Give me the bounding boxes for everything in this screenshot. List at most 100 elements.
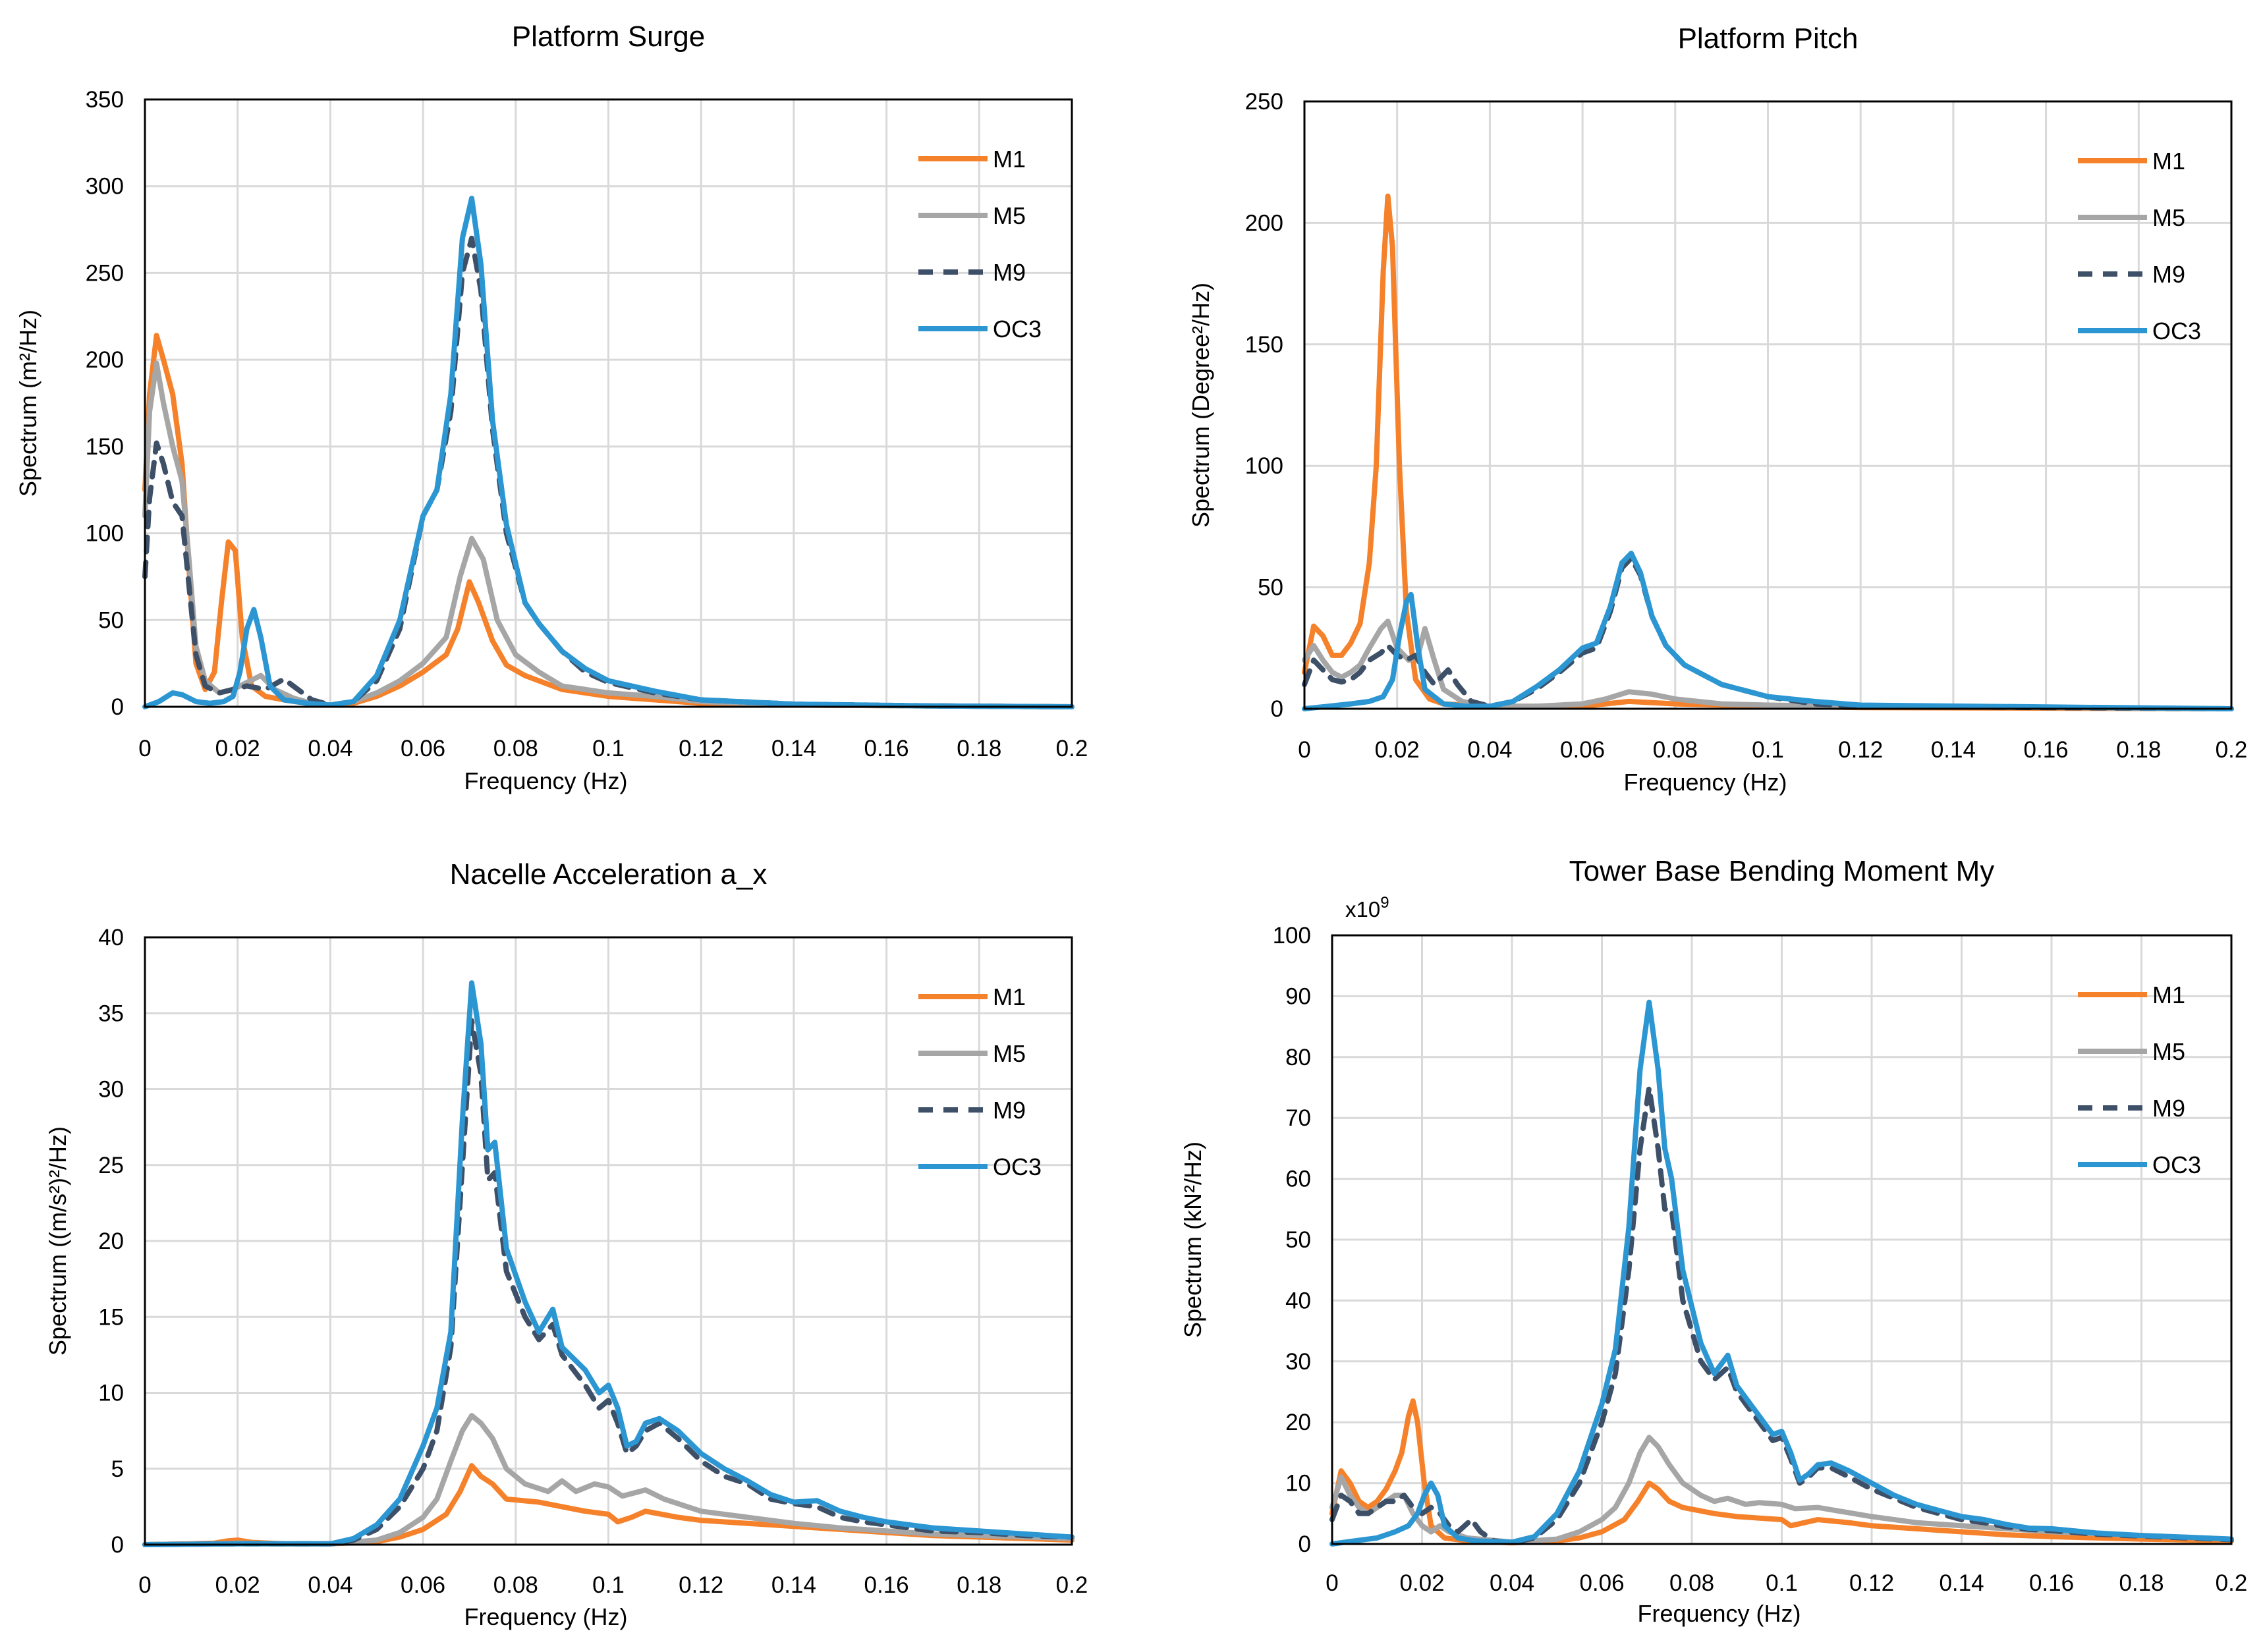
legend-label-m9: M9 xyxy=(2152,1095,2185,1122)
series-line-m1 xyxy=(1329,1398,2234,1546)
chart-title: Tower Base Bending Moment My xyxy=(1569,855,1995,887)
x-tick-label: 0.18 xyxy=(2119,1570,2164,1596)
legend-label-m1: M1 xyxy=(993,983,1026,1010)
y-tick-label: 25 xyxy=(98,1153,124,1178)
legend-label-m9: M9 xyxy=(2152,261,2185,288)
x-tick-label: 0.06 xyxy=(1579,1570,1624,1596)
y-tick-label: 30 xyxy=(1285,1349,1311,1375)
legend-label-oc3: OC3 xyxy=(993,316,1042,343)
x-axis-label: Frequency (Hz) xyxy=(464,1603,627,1630)
legend: M1 M5 M9 OC3 xyxy=(2078,148,2201,344)
x-tick-label: 0.04 xyxy=(1490,1570,1534,1596)
legend: M1 M5 M9 OC3 xyxy=(918,146,1042,343)
x-tick-label: 0.04 xyxy=(308,1572,352,1598)
x-tick-label: 0.02 xyxy=(1375,737,1420,763)
series-line-m1 xyxy=(1302,193,2234,711)
plot-area-frame xyxy=(1331,934,2233,1545)
x-tick-label: 0.14 xyxy=(1931,737,1976,763)
y-tick-label: 35 xyxy=(98,1001,124,1026)
y-tick-label: 100 xyxy=(86,521,124,547)
y-tick-label: 50 xyxy=(98,607,124,633)
y-axis-label: Spectrum (Degree²/Hz) xyxy=(1187,283,1214,528)
y-tick-label: 150 xyxy=(86,434,124,460)
y-axis-label: Spectrum (kN²/Hz) xyxy=(1179,1142,1206,1338)
y-tick-label: 100 xyxy=(1245,453,1283,479)
y-tick-label: 350 xyxy=(86,87,124,113)
plot-area-frame xyxy=(144,98,1073,708)
y-tick-label: 60 xyxy=(1285,1167,1311,1192)
y-tick-label: 250 xyxy=(86,260,124,286)
x-tick-label: 0.1 xyxy=(592,736,625,761)
legend-label-m9: M9 xyxy=(993,259,1026,286)
legend: M1 M5 M9 OC3 xyxy=(2078,981,2201,1178)
y-tick-label: 150 xyxy=(1245,332,1283,358)
y-tick-label: 15 xyxy=(98,1304,124,1330)
x-tick-label: 0 xyxy=(138,736,151,761)
x-tick-label: 0.14 xyxy=(771,736,816,761)
y-tick-label: 0 xyxy=(111,694,124,720)
series-line-oc3 xyxy=(142,196,1075,709)
legend-label-m1: M1 xyxy=(2152,981,2185,1008)
x-tick-label: 0.06 xyxy=(1560,737,1605,763)
plot-area-frame xyxy=(1303,100,2233,710)
x-axis-label: Frequency (Hz) xyxy=(464,767,627,794)
legend-label-m9: M9 xyxy=(993,1097,1026,1124)
y-tick-label: 0 xyxy=(1299,1531,1311,1557)
y-tick-label: 50 xyxy=(1285,1227,1311,1253)
legend-label-m5: M5 xyxy=(993,1040,1026,1067)
series-line-m5 xyxy=(1329,1435,2234,1545)
x-tick-label: 0.14 xyxy=(771,1572,816,1598)
series-line-m5 xyxy=(142,1413,1075,1547)
series-line-m9 xyxy=(142,1018,1075,1547)
x-tick-label: 0.08 xyxy=(1653,737,1698,763)
x-tick-label: 0.16 xyxy=(2024,737,2069,763)
x-tick-label: 0.2 xyxy=(2216,1570,2248,1596)
x-tick-label: 0.12 xyxy=(679,736,723,761)
legend-label-m5: M5 xyxy=(2152,1038,2185,1065)
x-tick-label: 0.12 xyxy=(1838,737,1883,763)
y-tick-label: 70 xyxy=(1285,1105,1311,1131)
y-tick-label: 20 xyxy=(1285,1410,1311,1435)
series-line-m5 xyxy=(1302,619,2234,711)
x-tick-label: 0.1 xyxy=(1766,1570,1798,1596)
x-tick-label: 0.08 xyxy=(493,1572,538,1598)
x-tick-label: 0.08 xyxy=(1669,1570,1714,1596)
x-tick-label: 0 xyxy=(138,1572,151,1598)
y-tick-label: 300 xyxy=(86,174,124,200)
legend-label-oc3: OC3 xyxy=(993,1153,1042,1180)
y-tick-label: 0 xyxy=(1271,696,1283,722)
y-tick-label: 200 xyxy=(1245,210,1283,236)
chart-accel: Nacelle Acceleration a_x 0 0.02 0.04 0.06 0.0… xyxy=(44,858,1088,1630)
y-tick-label: 80 xyxy=(1285,1045,1311,1070)
plot-area-frame xyxy=(144,936,1073,1546)
legend-label-oc3: OC3 xyxy=(2152,317,2201,344)
chart-surge: Platform Surge 0 0.02 0.04 0.06 0.08 0.1 0.12 0.… xyxy=(14,20,1088,794)
x-tick-label: 0.16 xyxy=(864,1572,909,1598)
legend-label-m1: M1 xyxy=(993,146,1026,173)
legend-label-m5: M5 xyxy=(2152,204,2185,231)
x-tick-label: 0.02 xyxy=(1399,1570,1444,1596)
legend-label-m1: M1 xyxy=(2152,148,2185,175)
x-tick-label: 0 xyxy=(1298,737,1310,763)
chart-pitch: Platform Pitch 0 0.02 0.04 0.06 0.08 0.1 0.12 0.… xyxy=(1187,22,2247,796)
series-line-oc3 xyxy=(1329,999,2234,1547)
y-tick-label: 250 xyxy=(1245,89,1283,115)
x-tick-label: 0.06 xyxy=(401,1572,445,1598)
y-axis-label: Spectrum (m²/Hz) xyxy=(14,310,42,497)
series-line-oc3 xyxy=(142,980,1075,1547)
y-tick-label: 100 xyxy=(1273,923,1311,949)
x-tick-label: 0.04 xyxy=(1467,737,1512,763)
y-tick-label: 50 xyxy=(1258,575,1283,601)
x-tick-label: 0.1 xyxy=(592,1572,625,1598)
x-tick-label: 0.12 xyxy=(1849,1570,1894,1596)
x-tick-label: 0.2 xyxy=(1056,736,1088,761)
x-tick-label: 0.2 xyxy=(1056,1572,1088,1598)
y-tick-label: 0 xyxy=(111,1532,124,1558)
x-tick-label: 0.08 xyxy=(493,736,538,761)
y-axis-label: Spectrum ((m/s²)²/Hz) xyxy=(44,1126,71,1356)
x-tick-label: 0.14 xyxy=(1939,1570,1984,1596)
x-tick-label: 0.16 xyxy=(2029,1570,2074,1596)
y-tick-label: 20 xyxy=(98,1228,124,1254)
series-line-oc3 xyxy=(1302,551,2234,711)
y-tick-label: 30 xyxy=(98,1077,124,1103)
